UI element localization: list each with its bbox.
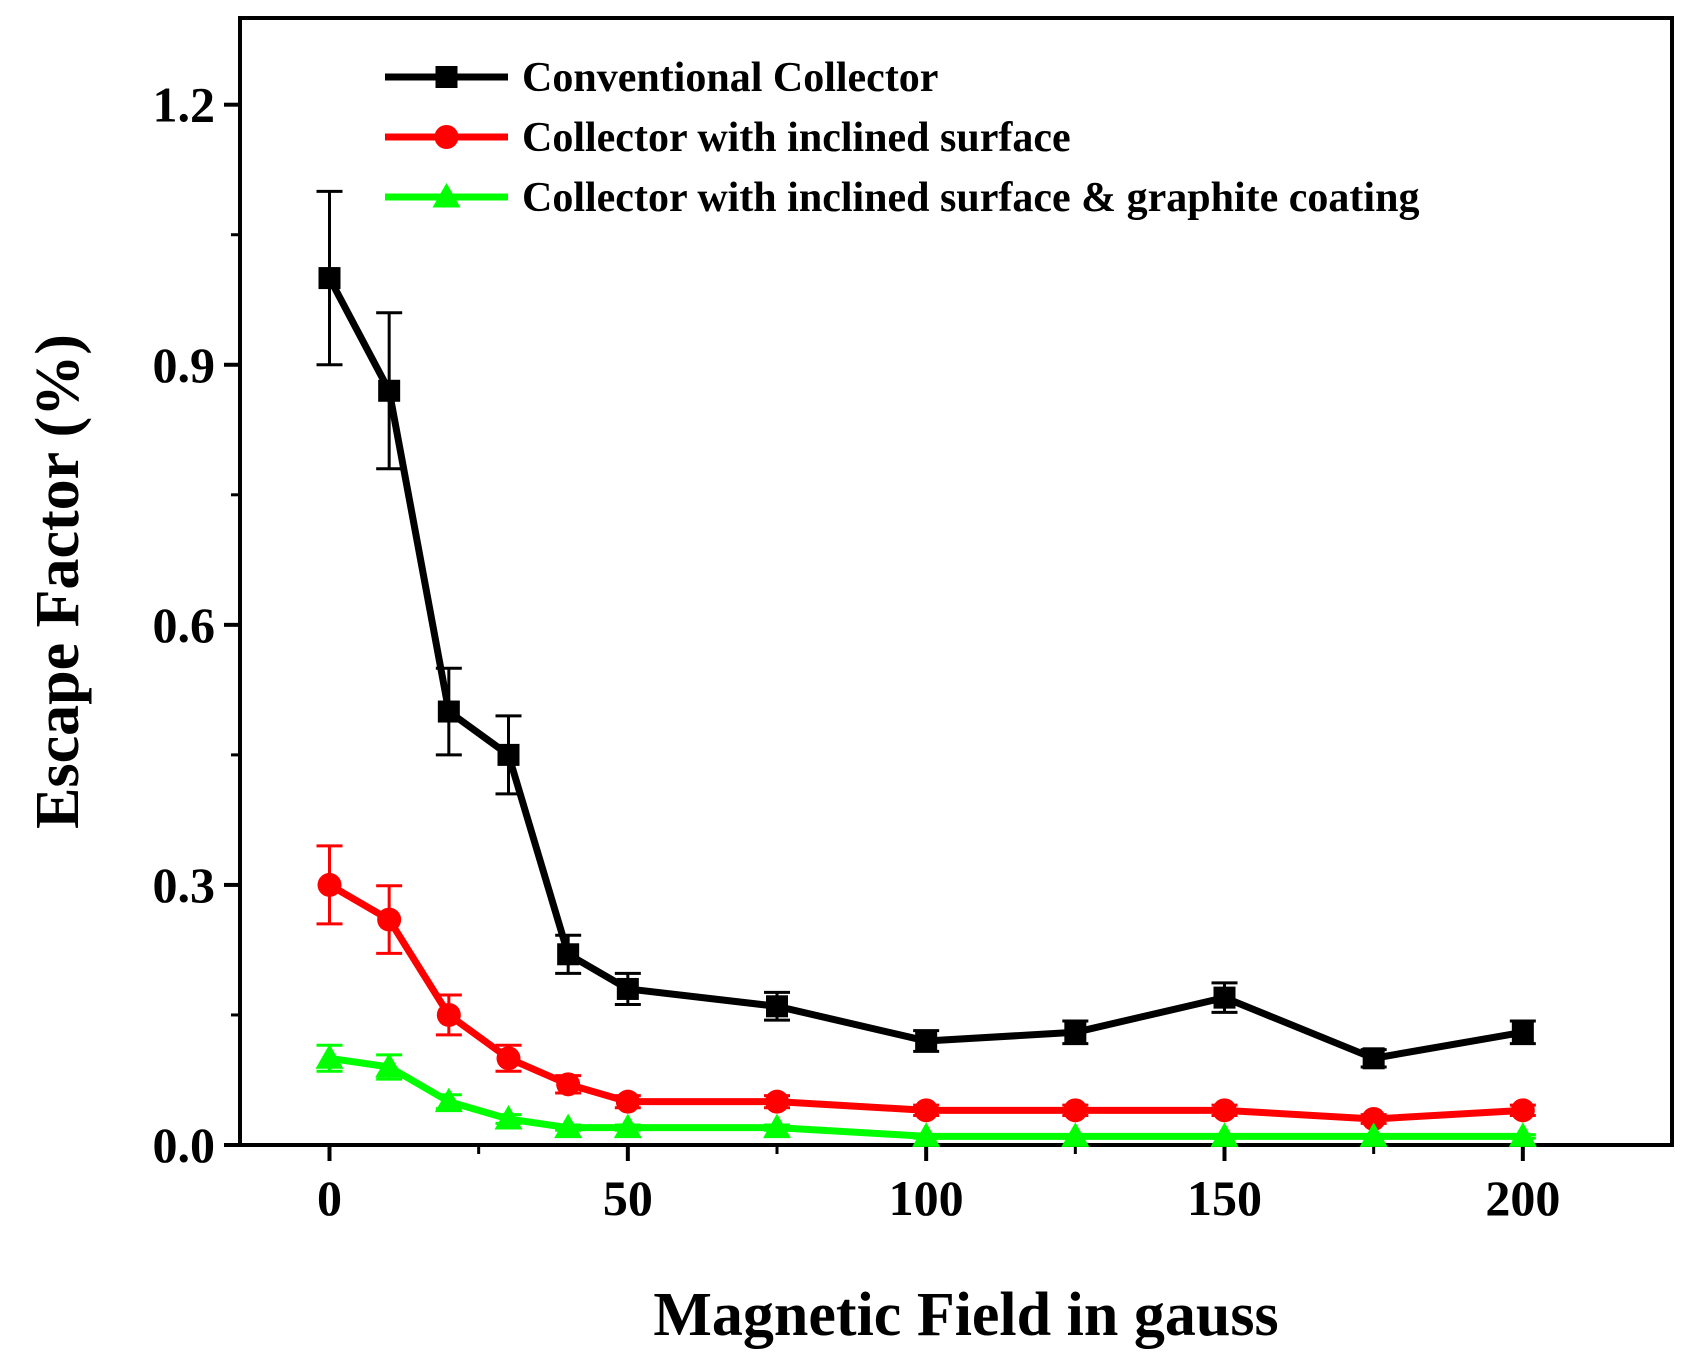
point-conventional-0	[318, 267, 341, 290]
point-inclined-150	[1212, 1098, 1237, 1123]
point-inclined-20	[436, 1002, 461, 1027]
point-inclined-graphite-175	[1359, 1122, 1388, 1147]
legend-marker-inclined	[434, 125, 459, 149]
legend-label-conventional: Conventional Collector	[522, 55, 938, 101]
y-tick-label-0.9: 0.9	[153, 337, 216, 393]
legend: Conventional Collector Collector with inc…	[385, 55, 1419, 221]
plot-area	[238, 16, 1674, 1147]
legend-item-inclined-graphite: Collector with inclined surface & graphi…	[385, 175, 1419, 221]
series-markers	[315, 267, 1537, 1147]
x-tick-label-100: 100	[889, 1170, 964, 1226]
point-inclined-graphite-0	[315, 1044, 344, 1069]
x-axis-title: Magnetic Field in gauss	[653, 1281, 1278, 1349]
point-inclined-100	[914, 1098, 939, 1123]
point-conventional-75	[766, 995, 788, 1018]
legend-label-inclined: Collector with inclined surface	[522, 115, 1071, 161]
point-inclined-graphite-10	[375, 1052, 404, 1078]
point-inclined-10	[377, 907, 402, 932]
point-inclined-75	[765, 1089, 789, 1114]
series-lines	[326, 276, 1524, 1140]
point-inclined-graphite-150	[1210, 1122, 1239, 1147]
point-conventional-40	[557, 943, 580, 966]
point-conventional-150	[1213, 986, 1236, 1009]
y-tick-label-0.0: 0.0	[153, 1117, 216, 1173]
point-inclined-175	[1361, 1106, 1386, 1131]
legend-marker-inclined-graphite	[432, 183, 461, 208]
series-line-conventional	[326, 276, 1524, 1062]
point-inclined-graphite-75	[763, 1113, 791, 1139]
plot-frame	[238, 16, 1674, 1147]
point-inclined-0	[317, 872, 342, 897]
point-inclined-graphite-125	[1061, 1122, 1090, 1147]
point-conventional-10	[378, 379, 401, 402]
x-tick-label-50: 50	[603, 1170, 653, 1226]
point-inclined-graphite-30	[494, 1104, 523, 1130]
point-inclined-graphite-100	[912, 1122, 941, 1147]
legend-marker-conventional	[435, 66, 458, 88]
point-inclined-200	[1510, 1098, 1535, 1123]
point-conventional-175	[1362, 1047, 1385, 1070]
legend-label-inclined-graphite: Collector with inclined surface & graphi…	[522, 175, 1419, 221]
point-inclined-125	[1063, 1098, 1088, 1123]
point-inclined-graphite-200	[1508, 1122, 1537, 1147]
point-conventional-30	[497, 743, 520, 766]
point-conventional-50	[616, 977, 639, 1000]
y-tick-label-0.3: 0.3	[153, 857, 216, 913]
point-conventional-125	[1064, 1021, 1087, 1044]
x-tick-label-0: 0	[317, 1170, 342, 1226]
point-conventional-20	[437, 700, 460, 723]
y-tick-label-0.6: 0.6	[153, 597, 216, 653]
point-inclined-graphite-20	[434, 1087, 463, 1113]
legend-item-conventional: Conventional Collector	[385, 55, 938, 101]
point-conventional-200	[1511, 1021, 1534, 1044]
point-conventional-100	[915, 1029, 938, 1052]
y-tick-label-1.2: 1.2	[153, 77, 216, 133]
point-inclined-50	[615, 1089, 640, 1114]
y-axis-title: Escape Factor (%)	[24, 334, 92, 829]
x-tick-label-200: 200	[1485, 1170, 1560, 1226]
point-inclined-30	[496, 1046, 521, 1071]
legend-item-inclined: Collector with inclined surface	[385, 115, 1071, 161]
x-tick-label-150: 150	[1187, 1170, 1262, 1226]
point-inclined-graphite-50	[613, 1113, 642, 1139]
axes: 0 50 100 150 200 0.0 0.3 0.6 0.9 1.2	[153, 77, 1561, 1226]
series-line-inclined	[327, 881, 1524, 1123]
point-inclined-graphite-40	[554, 1113, 583, 1139]
point-inclined-40	[556, 1072, 581, 1097]
series-line-inclined-graphite	[328, 1054, 1523, 1140]
